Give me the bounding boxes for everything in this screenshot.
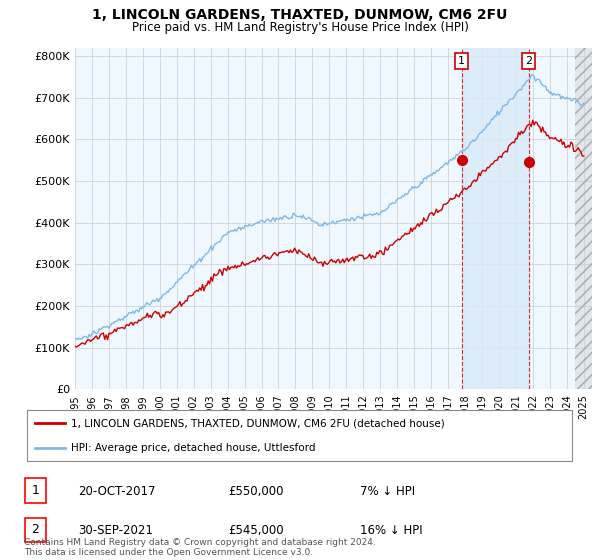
Bar: [575, 48, 592, 389]
Text: 20-OCT-2017: 20-OCT-2017: [78, 485, 155, 498]
Text: 7% ↓ HPI: 7% ↓ HPI: [360, 485, 415, 498]
FancyBboxPatch shape: [25, 478, 46, 503]
Bar: [461, 48, 529, 389]
Text: 2: 2: [31, 523, 40, 536]
Text: 30-SEP-2021: 30-SEP-2021: [78, 524, 153, 538]
Text: 1, LINCOLN GARDENS, THAXTED, DUNMOW, CM6 2FU: 1, LINCOLN GARDENS, THAXTED, DUNMOW, CM6…: [92, 8, 508, 22]
Text: Price paid vs. HM Land Registry's House Price Index (HPI): Price paid vs. HM Land Registry's House …: [131, 21, 469, 34]
FancyBboxPatch shape: [25, 517, 46, 542]
Text: Contains HM Land Registry data © Crown copyright and database right 2024.
This d: Contains HM Land Registry data © Crown c…: [24, 538, 376, 557]
Text: 1: 1: [31, 484, 40, 497]
Text: 1: 1: [458, 56, 465, 66]
Bar: [575, 48, 592, 389]
Text: £550,000: £550,000: [228, 485, 284, 498]
Text: £545,000: £545,000: [228, 524, 284, 538]
Text: 1, LINCOLN GARDENS, THAXTED, DUNMOW, CM6 2FU (detached house): 1, LINCOLN GARDENS, THAXTED, DUNMOW, CM6…: [71, 418, 445, 428]
Text: 16% ↓ HPI: 16% ↓ HPI: [360, 524, 422, 538]
Text: HPI: Average price, detached house, Uttlesford: HPI: Average price, detached house, Uttl…: [71, 442, 316, 452]
FancyBboxPatch shape: [27, 410, 572, 461]
Text: 2: 2: [525, 56, 532, 66]
